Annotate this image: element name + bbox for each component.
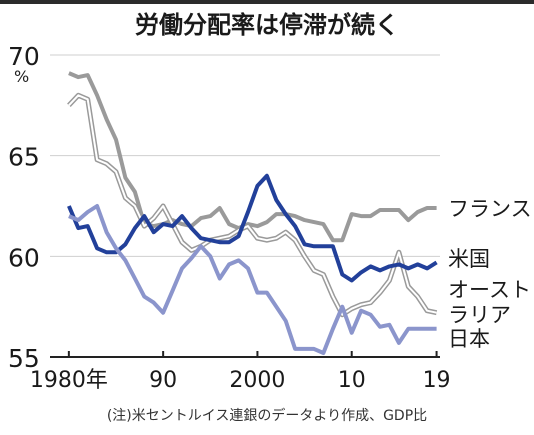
series-label-3: ラリア	[448, 303, 511, 327]
chart-note: (注)米セントルイス連銀のデータより作成、GDP比	[106, 408, 428, 424]
series-line-2	[67, 173, 438, 283]
y-tick-label-65: 65	[8, 143, 40, 172]
x-tick-label-1980: 1980年	[30, 368, 108, 393]
x-tick-label-1990: 90	[149, 368, 177, 393]
grid	[50, 54, 440, 257]
y-tick-label-60: 60	[8, 243, 40, 272]
series-label-0: フランス	[448, 197, 532, 221]
series-line-inner-1	[68, 94, 437, 316]
series-label-2: オースト	[448, 278, 531, 302]
x-tick-label-2000: 2000	[229, 368, 285, 393]
series-lines	[67, 71, 438, 355]
series-label-4: 日本	[448, 327, 490, 351]
series-label-1: 米国	[448, 247, 490, 271]
y-unit-label: %	[14, 67, 29, 86]
series-line-3	[68, 204, 437, 355]
chart-title: 労働分配率は停滞が続く	[135, 11, 399, 39]
x-tick-label-2019: 19	[423, 368, 451, 393]
axes: 55 60 65 70 1980年 90 2000 10 19	[8, 42, 451, 393]
x-tick-label-2010: 10	[338, 368, 366, 393]
y-tick-label-70: 70	[8, 42, 40, 71]
series-line-0	[68, 71, 437, 243]
y-tick-label-55: 55	[8, 344, 40, 373]
title-top-rule	[0, 0, 534, 4]
line-chart: 労働分配率は停滞が続く % 55 60 65 70 1980年 90 2000 10 19 フラ…	[8, 11, 532, 393]
